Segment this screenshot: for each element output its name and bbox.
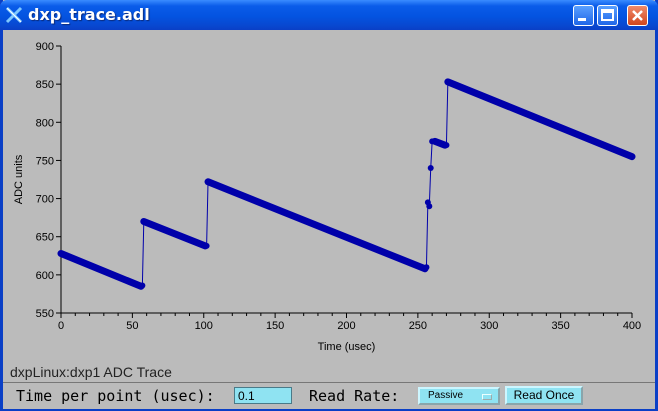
title-bar[interactable]: dxp_trace.adl: [0, 0, 658, 30]
trace-point: [629, 153, 635, 160]
x-tick-label: 400: [623, 320, 641, 332]
trace-point: [444, 78, 451, 85]
x-tick-label: 50: [126, 320, 138, 332]
read-rate-menu[interactable]: Passive: [418, 387, 500, 405]
trace-segment: [140, 217, 209, 250]
y-tick-label: 800: [36, 117, 54, 129]
menu-indicator-icon: [482, 394, 492, 400]
y-tick-label: 900: [36, 41, 54, 53]
close-button[interactable]: [627, 5, 648, 26]
close-icon: [632, 10, 643, 21]
read-rate-label: Read Rate:: [309, 387, 400, 405]
y-tick-label: 700: [36, 194, 54, 206]
x-tick-label: 0: [58, 320, 64, 332]
trace-point: [203, 242, 210, 249]
minimize-button[interactable]: [573, 5, 594, 26]
read-once-button[interactable]: Read Once: [505, 386, 583, 405]
read-rate-value: Passive: [428, 390, 464, 401]
x-axis-label: Time (usec): [318, 341, 376, 353]
minimize-icon: [578, 18, 586, 21]
time-per-point-input[interactable]: 0.1: [234, 387, 292, 404]
pv-label: dxpLinux:dxp1 ADC Trace: [10, 364, 172, 380]
maximize-button[interactable]: [597, 5, 618, 26]
time-per-point-label: Time per point (usec):: [16, 387, 215, 405]
y-tick-label: 600: [36, 270, 54, 282]
trace-point: [423, 264, 430, 271]
trace-point: [205, 178, 212, 185]
trace-point: [426, 203, 433, 210]
y-tick-label: 850: [36, 79, 54, 91]
x-tick-label: 250: [409, 320, 427, 332]
trace-segment: [57, 249, 145, 290]
y-axis-label: ADC units: [13, 154, 25, 204]
x-tick-label: 100: [195, 320, 213, 332]
control-bar: Time per point (usec): 0.1 Read Rate: Pa…: [3, 382, 655, 409]
maximize-icon: [601, 9, 614, 21]
y-tick-label: 550: [36, 308, 54, 320]
x-tick-label: 350: [551, 320, 569, 332]
adc-trace-chart: 550 600 650 700 750 800 850 900 0 50 100 150 200 250 3…: [3, 30, 655, 363]
trace-point: [443, 142, 450, 149]
chart-svg: 550 600 650 700 750 800 850 900 0 50 100 150 200 250 3…: [13, 41, 641, 353]
y-tick-label: 750: [36, 155, 54, 167]
x-tick-label: 150: [266, 320, 284, 332]
trace-segment: [204, 178, 429, 273]
window-title: dxp_trace.adl: [28, 5, 150, 24]
trace-point: [139, 282, 146, 289]
y-tick-label: 650: [36, 232, 54, 244]
x-tick-label: 200: [337, 320, 355, 332]
trace-point: [140, 218, 147, 225]
x-app-icon: [5, 6, 23, 24]
trace-point: [432, 138, 439, 145]
trace-segment: [444, 78, 636, 161]
x-tick-label: 300: [480, 320, 498, 332]
trace-line: [60, 81, 633, 287]
trace-point: [427, 165, 434, 172]
trace-point: [58, 250, 64, 257]
